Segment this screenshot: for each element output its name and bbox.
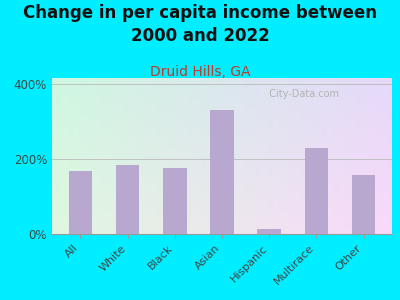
Bar (305, 148, 328, 234)
Text: Druid Hills, GA: Druid Hills, GA (150, 64, 250, 79)
Bar (68, 171, 92, 234)
Bar (258, 230, 281, 234)
Bar (210, 110, 234, 234)
Bar (163, 168, 186, 234)
Bar (352, 175, 376, 234)
Text: City-Data.com: City-Data.com (263, 89, 339, 99)
Text: Change in per capita income between
2000 and 2022: Change in per capita income between 2000… (23, 4, 377, 45)
Bar (116, 165, 139, 234)
